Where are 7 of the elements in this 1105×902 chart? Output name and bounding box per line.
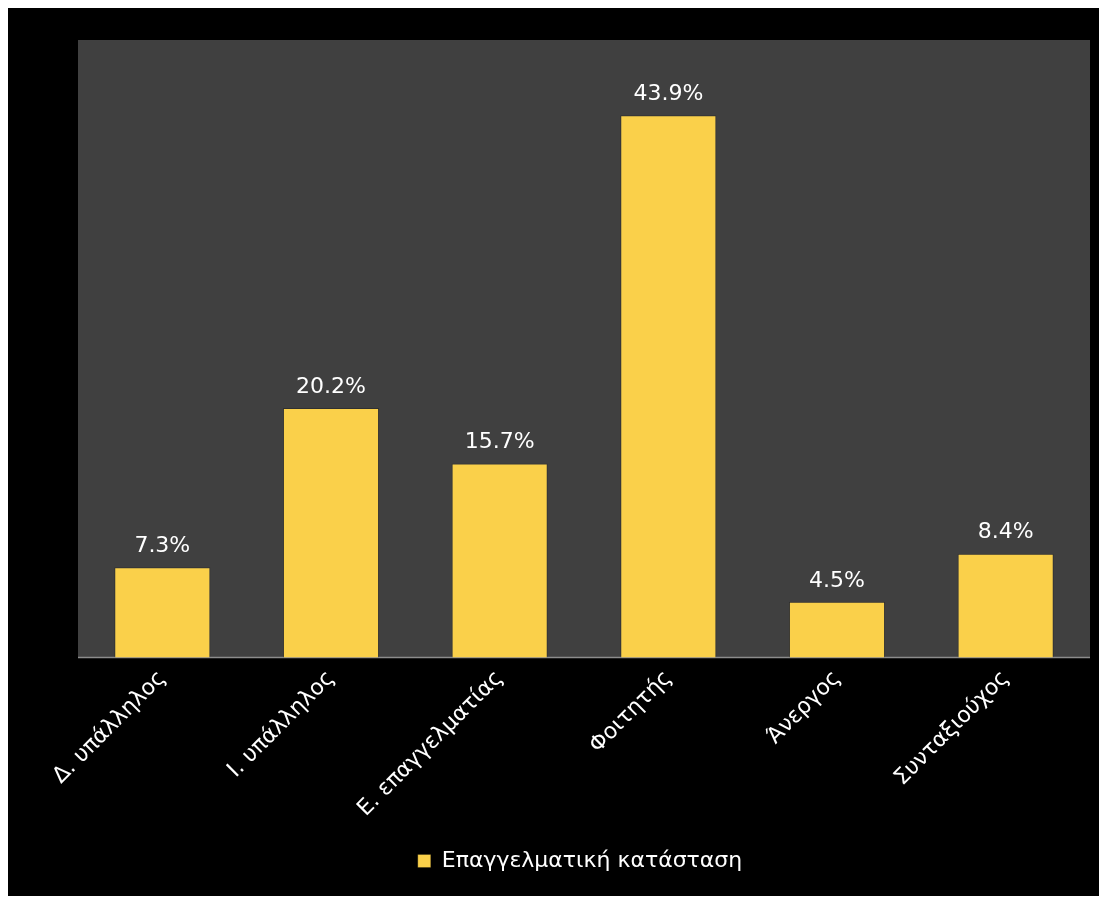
data-label: 8.4% — [977, 518, 1034, 544]
data-label: 7.3% — [134, 531, 191, 557]
data-label: 15.7% — [464, 428, 535, 454]
data-label: 4.5% — [809, 566, 865, 592]
data-label: 43.9% — [633, 80, 704, 106]
data-label: 20.2% — [296, 372, 366, 398]
legend-label: Επαγγελματική κατάσταση — [441, 846, 743, 872]
